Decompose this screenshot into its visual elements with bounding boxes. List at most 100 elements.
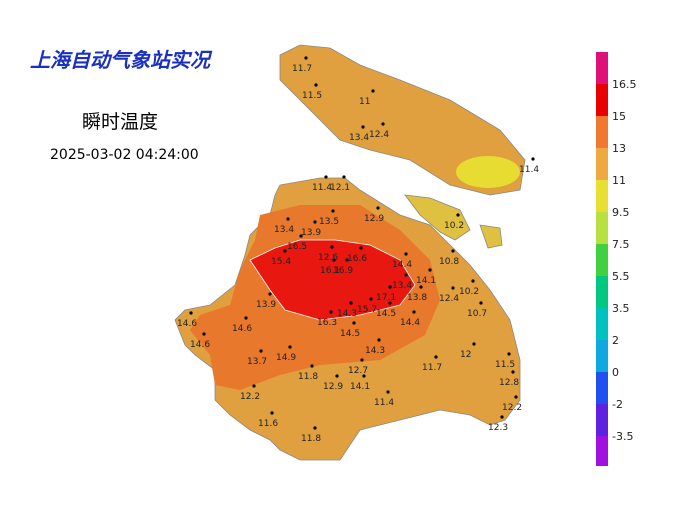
station-dot [288,345,292,349]
station-value: 13.4 [274,225,294,235]
station-dot [471,279,475,283]
station-dot [324,175,328,179]
station-value: 10.8 [439,257,459,267]
station-dot [514,395,518,399]
station-dot [362,374,366,378]
station-dot [412,310,416,314]
station-dot [349,301,353,305]
station-value: 11.7 [292,64,312,74]
station-dot [335,374,339,378]
station-value: 14.6 [190,340,210,350]
timestamp: 2025-03-02 04:24:00 [50,147,199,163]
station-value: 14.3 [337,309,357,319]
station-dot [286,217,290,221]
station-value: 11.8 [301,434,321,444]
station-dot [304,56,308,60]
station-dot [359,246,363,250]
station-value: 13.4 [349,133,369,143]
station-value: 14.4 [400,318,420,328]
station-dot [377,338,381,342]
station-value: 12.8 [499,378,519,388]
station-value: 11 [359,97,370,107]
legend-label: 0 [612,366,619,379]
legend-swatch [596,84,608,116]
station-value: 14.3 [365,346,385,356]
station-dot [456,213,460,217]
station-value: 16.3 [317,318,337,328]
station-value: 12.3 [488,423,508,433]
station-dot [419,285,423,289]
station-dot [189,311,193,315]
legend-label: 13 [612,142,626,155]
station-value: 13.8 [407,293,427,303]
station-dot [310,364,314,368]
station-dot [451,286,455,290]
station-dot [472,342,476,346]
station-value: 11.4 [374,398,394,408]
station-value: 16.6 [347,254,367,264]
station-value: 16.9 [333,266,353,276]
legend-swatch [596,340,608,372]
station-value: 10.2 [444,221,464,231]
station-dot [342,175,346,179]
legend-swatch [596,52,608,84]
station-dot [500,415,504,419]
legend-swatch [596,276,608,308]
legend-swatch [596,116,608,148]
station-dot [428,268,432,272]
legend-label: -2 [612,398,623,411]
station-dot [313,220,317,224]
legend-swatch [596,372,608,404]
station-dot [270,411,274,415]
station-dot [360,358,364,362]
station-dot [361,125,365,129]
legend-swatch [596,436,608,466]
station-value: 15.7 [357,305,377,315]
station-value: 16.5 [287,242,307,252]
station-dot [371,89,375,93]
station-dot [381,122,385,126]
station-value: 12.2 [502,403,522,413]
title: 上海自动气象站实况 [30,48,213,72]
station-dot [507,352,511,356]
station-value: 11.5 [302,91,322,101]
station-dot [314,83,318,87]
station-dot [252,384,256,388]
legend-label: 7.5 [612,238,630,251]
station-value: 12.9 [364,214,384,224]
station-dot [404,273,408,277]
station-value: 11.4 [312,183,332,193]
station-dot [244,316,248,320]
legend-label: 9.5 [612,206,630,219]
station-dot [283,249,287,253]
station-value: 12.1 [330,183,350,193]
station-value: 12.2 [240,392,260,402]
station-value: 14.6 [232,324,252,334]
station-value: 13.9 [256,300,276,310]
station-dot [434,355,438,359]
station-value: 14.4 [392,260,412,270]
legend-label: 5.5 [612,270,630,283]
legend-swatch [596,180,608,212]
legend-label: 3.5 [612,302,630,315]
station-value: 11.8 [298,372,318,382]
station-value: 10.2 [459,287,479,297]
station-dot [202,332,206,336]
station-value: 14.5 [376,309,396,319]
station-value: 10.7 [467,309,487,319]
station-dot [386,390,390,394]
station-dot [259,349,263,353]
station-value: 14.1 [350,382,370,392]
station-value: 14.9 [276,353,296,363]
station-dot [479,301,483,305]
station-value: 13.9 [301,228,321,238]
station-dot [404,252,408,256]
station-dot [330,245,334,249]
station-value: 12.9 [323,382,343,392]
station-value: 11.5 [495,360,515,370]
station-value: 11.4 [519,165,539,175]
station-dot [376,206,380,210]
station-value: 14.5 [340,329,360,339]
station-value: 13.4 [392,281,412,291]
